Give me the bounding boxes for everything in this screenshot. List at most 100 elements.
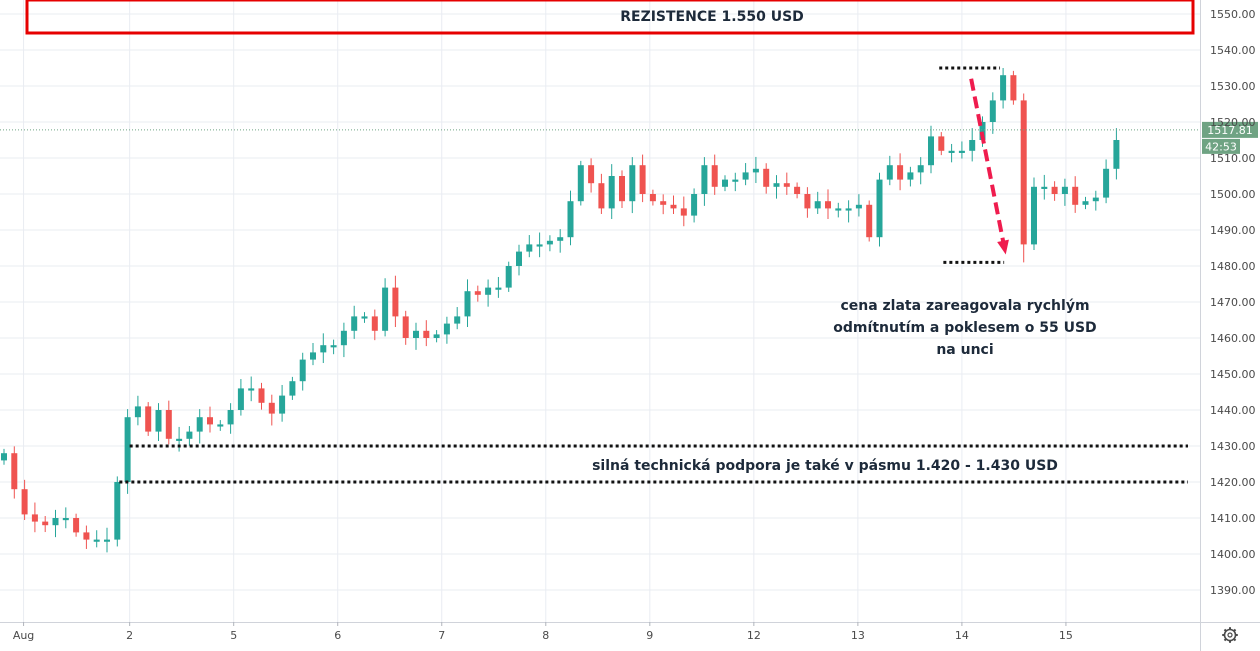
candle-body [680, 208, 687, 216]
candle-body [979, 122, 986, 140]
y-tick-label: 1420.00 [1210, 476, 1256, 489]
candle-body [546, 240, 553, 245]
candle-body [227, 410, 234, 425]
candle-body [1020, 100, 1027, 245]
candle-body [248, 388, 255, 391]
y-tick-label: 1540.00 [1210, 44, 1256, 57]
candle-body [505, 266, 512, 288]
candle-body [73, 518, 80, 533]
candle-body [11, 453, 18, 490]
gear-icon [1222, 627, 1238, 643]
candle-body [608, 176, 615, 209]
candle-body [361, 316, 368, 319]
candle-body [289, 381, 296, 396]
candle-body [732, 179, 739, 182]
reaction-annotation-line: cena zlata zareagovala rychlým [840, 298, 1089, 314]
candle-body [217, 424, 224, 427]
candle-body [907, 172, 914, 180]
x-tick-label: 14 [955, 629, 969, 642]
x-tick-label: 2 [126, 629, 133, 642]
y-tick-label: 1520.00 [1210, 116, 1256, 129]
candle-body [773, 183, 780, 187]
candle-body [948, 150, 955, 153]
candle-body [258, 388, 265, 403]
candle-body [495, 287, 502, 290]
x-tick-label: 8 [542, 629, 549, 642]
candle-body [649, 194, 656, 202]
candle-body [268, 402, 275, 414]
resistance-label: REZISTENCE 1.550 USD [620, 9, 804, 25]
candle-body [62, 518, 69, 521]
candle-body [825, 201, 831, 209]
y-tick-label: 1510.00 [1210, 152, 1256, 165]
candle-body [186, 431, 193, 439]
candle-body [516, 251, 522, 266]
resistance-box [25, 0, 1195, 35]
y-tick-label: 1400.00 [1210, 548, 1256, 561]
candle-body [629, 165, 636, 202]
candle-body [876, 179, 883, 238]
candle-body [433, 334, 440, 338]
x-tick-label: 9 [646, 629, 653, 642]
candle-body [134, 406, 141, 418]
candle-body [701, 165, 708, 194]
candle-body [814, 201, 821, 209]
y-tick-label: 1390.00 [1210, 584, 1256, 597]
candle-body [371, 316, 378, 331]
x-tick-label: 6 [334, 629, 341, 642]
y-tick-label: 1490.00 [1210, 224, 1256, 237]
candle-body [31, 514, 38, 522]
candle-body [1, 453, 7, 461]
candle-body [207, 417, 213, 425]
candle-body [176, 438, 183, 441]
x-tick-label: 5 [230, 629, 237, 642]
candle-body [320, 345, 327, 353]
candle-body [794, 186, 801, 194]
candle-body [639, 165, 646, 194]
candle-body [21, 489, 28, 515]
candle-body [1082, 201, 1089, 205]
candle-body [1072, 186, 1079, 205]
candle-body [454, 316, 461, 324]
support-label: silná technická podpora je také v pásmu … [592, 458, 1058, 474]
x-tick-label: 12 [747, 629, 761, 642]
candle-body [124, 417, 131, 482]
candle-body [598, 183, 605, 209]
candle-body [1051, 186, 1058, 194]
candle-body [917, 165, 924, 173]
candle-body [42, 521, 49, 526]
x-tick-label: 13 [851, 629, 865, 642]
candle-body [752, 168, 759, 173]
candle-body [443, 323, 450, 335]
candle-body [114, 482, 121, 540]
candle-body [1031, 186, 1037, 245]
candle-body [104, 539, 110, 542]
candle-body [1000, 75, 1007, 101]
candle-body [392, 287, 399, 317]
y-tick-label: 1460.00 [1210, 332, 1256, 345]
candle-body [866, 204, 873, 238]
candle-body [886, 165, 893, 180]
countdown-label: 42:53 [1205, 140, 1237, 153]
candle-body [464, 291, 471, 317]
candle-body [474, 291, 481, 295]
reaction-annotation-line: odmítnutím a poklesem o 55 USD [833, 320, 1096, 336]
candle-body [93, 539, 100, 542]
candle-body [783, 183, 790, 187]
candle-body [402, 316, 409, 338]
candle-body [165, 410, 172, 439]
y-tick-label: 1500.00 [1210, 188, 1256, 201]
candle-body [763, 168, 770, 187]
y-tick-label: 1450.00 [1210, 368, 1256, 381]
y-tick-label: 1410.00 [1210, 512, 1256, 525]
candle-body [557, 237, 564, 241]
candle-body [526, 244, 533, 252]
drop-arrow-head [997, 239, 1009, 255]
candle-body [619, 176, 625, 202]
y-tick-label: 1550.00 [1210, 8, 1256, 21]
candle-body [279, 395, 286, 414]
candle-body [588, 165, 595, 184]
candle-body [196, 417, 203, 432]
